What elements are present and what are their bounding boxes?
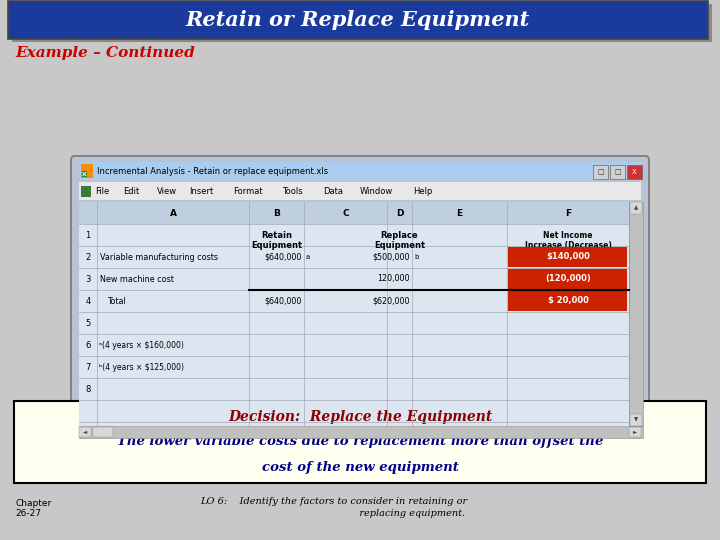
Text: 26-27: 26-27 bbox=[15, 509, 41, 517]
Text: ►: ► bbox=[633, 429, 637, 435]
Bar bbox=[79, 182, 641, 200]
Text: 1: 1 bbox=[86, 231, 91, 240]
Text: Insert: Insert bbox=[189, 186, 213, 195]
Bar bbox=[93, 427, 113, 437]
Bar bbox=[508, 291, 627, 311]
Text: Decision:  Replace the Equipment: Decision: Replace the Equipment bbox=[228, 410, 492, 424]
Text: (120,000): (120,000) bbox=[545, 274, 591, 284]
Text: Variable manufacturing costs: Variable manufacturing costs bbox=[100, 253, 218, 261]
Bar bbox=[79, 162, 641, 180]
Bar bbox=[630, 202, 642, 214]
Bar bbox=[81, 186, 91, 197]
Text: 6: 6 bbox=[85, 341, 91, 349]
Text: □: □ bbox=[597, 169, 604, 175]
Text: Retain or Replace Equipment: Retain or Replace Equipment bbox=[186, 10, 530, 30]
Bar bbox=[508, 247, 627, 267]
Text: Chapter: Chapter bbox=[15, 498, 51, 508]
Text: b: b bbox=[414, 254, 418, 260]
Text: E: E bbox=[456, 208, 462, 218]
Text: □: □ bbox=[614, 169, 621, 175]
Text: ᵃ(4 years × $160,000): ᵃ(4 years × $160,000) bbox=[99, 341, 184, 349]
Text: 3: 3 bbox=[85, 274, 91, 284]
Text: Retain
Equipment: Retain Equipment bbox=[251, 231, 302, 250]
Text: a: a bbox=[306, 254, 310, 260]
Text: Incremental Analysis - Retain or replace equipment.xls: Incremental Analysis - Retain or replace… bbox=[97, 166, 328, 176]
Bar bbox=[79, 427, 91, 437]
Text: Tools: Tools bbox=[282, 186, 302, 195]
Bar bbox=[12, 4, 712, 42]
Text: $500,000: $500,000 bbox=[372, 253, 410, 261]
Text: Net Income
Increase (Decrease): Net Income Increase (Decrease) bbox=[525, 231, 611, 250]
Text: 4: 4 bbox=[86, 296, 91, 306]
Text: $140,000: $140,000 bbox=[546, 253, 590, 261]
Bar bbox=[79, 202, 629, 224]
Text: $640,000: $640,000 bbox=[265, 296, 302, 306]
Text: Format: Format bbox=[233, 186, 263, 195]
Text: $640,000: $640,000 bbox=[265, 253, 302, 261]
FancyBboxPatch shape bbox=[71, 156, 649, 436]
Text: 120,000: 120,000 bbox=[377, 274, 410, 284]
Text: ▼: ▼ bbox=[634, 417, 638, 422]
Bar bbox=[629, 202, 643, 426]
Text: Edit: Edit bbox=[123, 186, 139, 195]
Bar bbox=[79, 202, 629, 426]
Text: Total: Total bbox=[107, 296, 126, 306]
Text: New machine cost: New machine cost bbox=[100, 274, 174, 284]
Text: 8: 8 bbox=[85, 384, 91, 394]
Text: B: B bbox=[273, 208, 280, 218]
Text: 2: 2 bbox=[86, 253, 91, 261]
Text: Data: Data bbox=[323, 186, 343, 195]
Text: $620,000: $620,000 bbox=[372, 296, 410, 306]
Text: LO 6:    Identify the factors to consider in retaining or: LO 6: Identify the factors to consider i… bbox=[200, 497, 467, 507]
Text: C: C bbox=[342, 208, 348, 218]
Text: $ 20,000: $ 20,000 bbox=[548, 296, 588, 306]
Text: cost of the new equipment: cost of the new equipment bbox=[261, 462, 459, 475]
Text: Help: Help bbox=[413, 186, 433, 195]
Bar bbox=[593, 165, 608, 179]
Text: X: X bbox=[632, 169, 637, 175]
Text: A: A bbox=[169, 208, 176, 218]
Bar bbox=[8, 1, 708, 39]
Bar bbox=[610, 165, 625, 179]
Text: ▲: ▲ bbox=[634, 206, 638, 211]
Text: ᵇ(4 years × $125,000): ᵇ(4 years × $125,000) bbox=[99, 362, 184, 372]
Bar bbox=[629, 427, 641, 437]
Text: ◄: ◄ bbox=[83, 429, 87, 435]
Bar bbox=[82, 171, 87, 177]
Text: View: View bbox=[157, 186, 177, 195]
Bar bbox=[508, 269, 627, 289]
Text: Window: Window bbox=[360, 186, 393, 195]
Bar bbox=[79, 426, 643, 438]
Text: Example – Continued: Example – Continued bbox=[15, 46, 194, 60]
Text: 7: 7 bbox=[85, 362, 91, 372]
Bar bbox=[630, 414, 642, 426]
Bar bbox=[627, 165, 642, 179]
Text: F: F bbox=[565, 208, 571, 218]
Text: D: D bbox=[396, 208, 403, 218]
Text: replacing equipment.: replacing equipment. bbox=[200, 510, 465, 518]
Text: Replace
Equipment: Replace Equipment bbox=[374, 231, 425, 250]
Bar bbox=[14, 401, 706, 483]
Text: 5: 5 bbox=[86, 319, 91, 327]
Text: File: File bbox=[95, 186, 109, 195]
Bar bbox=[81, 164, 93, 178]
Text: The lower variable costs due to replacement more than offset the: The lower variable costs due to replacem… bbox=[117, 435, 603, 449]
Text: X: X bbox=[82, 172, 87, 177]
